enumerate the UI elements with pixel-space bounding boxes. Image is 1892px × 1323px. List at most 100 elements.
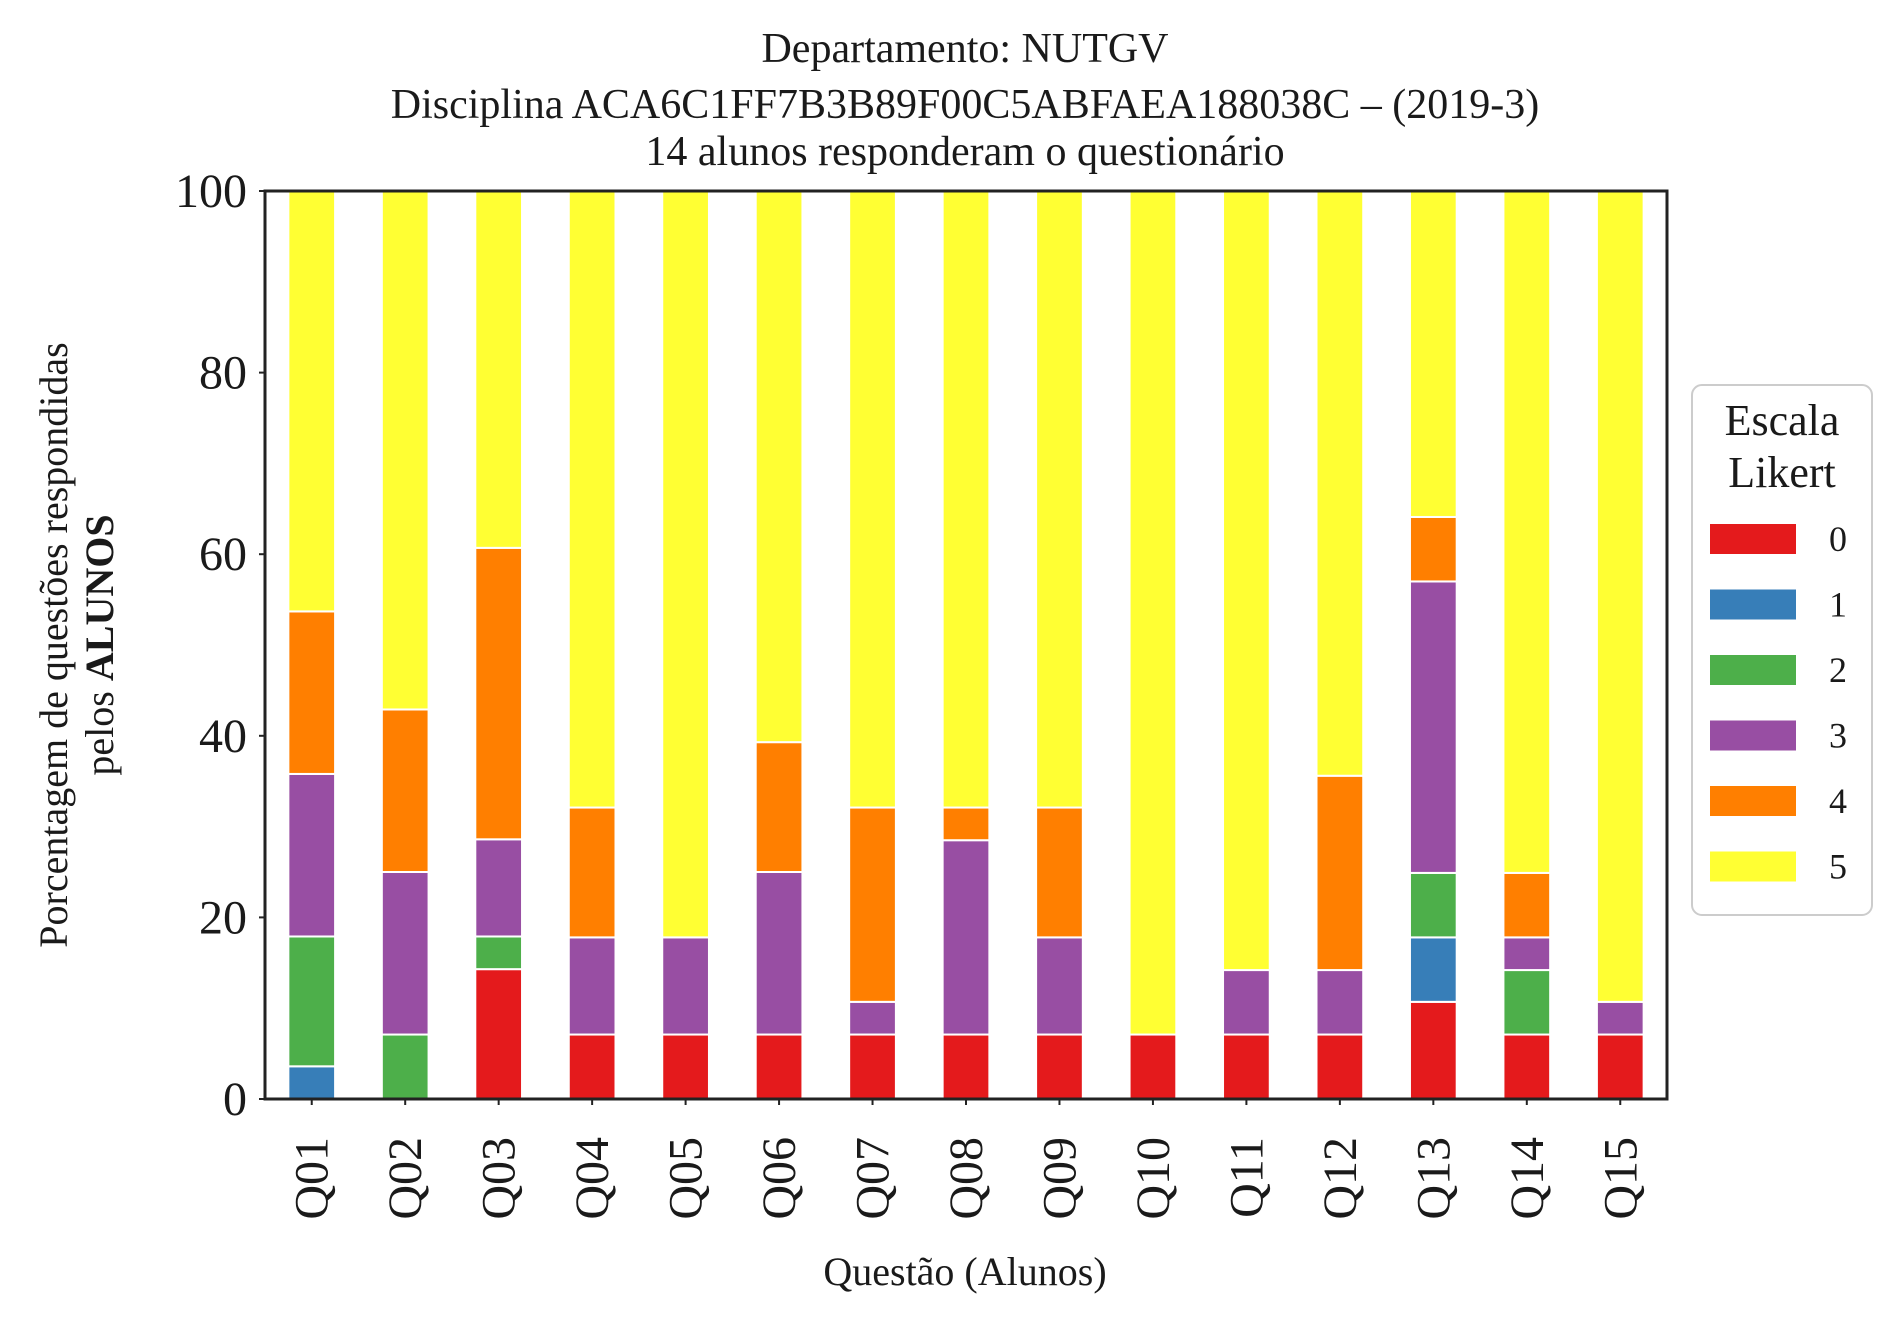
bar-Q13-likert-2 bbox=[1408, 871, 1458, 939]
legend-swatch-4 bbox=[1710, 786, 1796, 816]
bar-Q06-likert-5 bbox=[754, 190, 804, 744]
bar-Q13-likert-3 bbox=[1408, 580, 1458, 874]
bar-Q03-likert-3 bbox=[474, 838, 524, 938]
bar-Q11-likert-3 bbox=[1222, 969, 1271, 1036]
legend-frame bbox=[1691, 384, 1873, 916]
x-tick-label: Q05 bbox=[660, 1137, 713, 1220]
title-line-2: Disciplina ACA6C1FF7B3B89F00C5ABFAEA1880… bbox=[391, 82, 1540, 128]
bar-Q09-likert-4 bbox=[1035, 806, 1084, 939]
y-tick-label: 0 bbox=[223, 1073, 247, 1126]
bar-Q01-likert-4 bbox=[287, 610, 337, 775]
bar-Q03-likert-2 bbox=[474, 935, 524, 971]
bar-Q05-likert-3 bbox=[661, 936, 710, 1036]
bar-Q07-likert-3 bbox=[848, 1000, 897, 1036]
legend-title-line-2: Likert bbox=[1728, 448, 1836, 497]
bar-Q09-likert-0 bbox=[1035, 1033, 1084, 1100]
x-tick-label: Q01 bbox=[286, 1137, 339, 1220]
bar-Q13-likert-1 bbox=[1408, 936, 1458, 1003]
x-tick-label: Q09 bbox=[1033, 1137, 1086, 1220]
bar-Q04-likert-4 bbox=[567, 806, 617, 939]
bar-Q10-likert-0 bbox=[1128, 1033, 1178, 1100]
plot-frame bbox=[263, 189, 1669, 1101]
x-tick-label: Q07 bbox=[847, 1137, 900, 1220]
y-tick-label: 60 bbox=[199, 528, 247, 581]
bar-Q08-likert-4 bbox=[941, 806, 991, 842]
legend: Escala Likert 0 1 2 3 4 5 bbox=[1691, 384, 1873, 916]
bar-Q14-likert-3 bbox=[1502, 936, 1552, 972]
x-tick-label: Q06 bbox=[753, 1137, 806, 1220]
y-axis-label-line-2: pelos ALUNOS bbox=[77, 514, 122, 775]
bar-Q12-likert-3 bbox=[1315, 969, 1365, 1036]
x-tick-label: Q12 bbox=[1314, 1137, 1367, 1220]
legend-swatch-5 bbox=[1710, 851, 1796, 882]
bar-Q09-likert-5 bbox=[1035, 190, 1084, 809]
bar-Q14-likert-4 bbox=[1502, 871, 1552, 939]
bar-Q15-likert-0 bbox=[1595, 1033, 1645, 1100]
y-axis-label-line-1: Porcentagem de questões respondidas bbox=[31, 342, 76, 947]
bar-Q02-likert-3 bbox=[380, 871, 430, 1036]
x-tick-label: Q03 bbox=[473, 1137, 526, 1220]
bar-Q14-likert-0 bbox=[1502, 1033, 1552, 1100]
bar-Q11-likert-5 bbox=[1222, 190, 1271, 972]
legend-label-4: 4 bbox=[1829, 781, 1847, 821]
bar-Q13-likert-5 bbox=[1408, 190, 1458, 518]
bar-Q03-likert-5 bbox=[474, 190, 524, 549]
legend-label-2: 2 bbox=[1829, 650, 1847, 690]
bar-Q07-likert-0 bbox=[848, 1033, 897, 1100]
bars-layer bbox=[287, 190, 1645, 1101]
legend-items: 0 1 2 3 4 5 bbox=[1710, 519, 1847, 887]
bar-Q13-likert-4 bbox=[1408, 515, 1458, 583]
bar-Q01-likert-2 bbox=[287, 935, 337, 1068]
bar-Q07-likert-5 bbox=[848, 190, 897, 809]
bar-Q07-likert-4 bbox=[848, 806, 897, 1003]
bar-Q02-likert-2 bbox=[380, 1033, 430, 1100]
bar-Q02-likert-4 bbox=[380, 708, 430, 874]
bar-Q04-likert-5 bbox=[567, 190, 617, 809]
legend-label-1: 1 bbox=[1829, 585, 1847, 625]
legend-swatch-1 bbox=[1710, 589, 1796, 620]
legend-swatch-0 bbox=[1710, 524, 1796, 554]
x-tick-label: Q15 bbox=[1594, 1137, 1647, 1220]
x-axis-label: Questão (Alunos) bbox=[823, 1249, 1106, 1294]
bar-Q02-likert-5 bbox=[380, 190, 430, 711]
bar-Q12-likert-4 bbox=[1315, 774, 1365, 972]
legend-title-line-1: Escala bbox=[1725, 396, 1840, 445]
bar-Q08-likert-5 bbox=[941, 190, 991, 809]
bar-Q06-likert-4 bbox=[754, 741, 804, 873]
bar-Q15-likert-5 bbox=[1595, 190, 1645, 1003]
x-tick-label: Q04 bbox=[566, 1137, 619, 1220]
x-tick-label: Q13 bbox=[1407, 1137, 1460, 1220]
x-tick-label: Q14 bbox=[1501, 1137, 1554, 1220]
bar-Q06-likert-0 bbox=[754, 1033, 804, 1100]
bar-Q08-likert-0 bbox=[941, 1033, 991, 1100]
bar-Q09-likert-3 bbox=[1035, 936, 1084, 1036]
bar-Q11-likert-0 bbox=[1222, 1033, 1271, 1100]
bar-Q05-likert-5 bbox=[661, 190, 710, 939]
bar-Q14-likert-5 bbox=[1502, 190, 1552, 874]
bar-Q01-likert-5 bbox=[287, 190, 337, 613]
y-tick-label: 100 bbox=[175, 165, 247, 218]
y-tick-label: 80 bbox=[199, 347, 247, 400]
legend-swatch-3 bbox=[1710, 720, 1796, 751]
bar-Q13-likert-0 bbox=[1408, 1000, 1458, 1100]
y-axis-ticks: 0 20 40 60 80 100 bbox=[175, 165, 265, 1126]
y-axis-label-prefix: pelos bbox=[77, 681, 122, 775]
bar-Q04-likert-0 bbox=[567, 1033, 617, 1100]
bar-Q06-likert-3 bbox=[754, 871, 804, 1036]
title-line-3: 14 alunos responderam o questionário bbox=[645, 129, 1284, 175]
bar-Q03-likert-0 bbox=[474, 968, 524, 1100]
x-tick-label: Q08 bbox=[940, 1137, 993, 1220]
legend-swatch-2 bbox=[1710, 655, 1796, 685]
bar-Q08-likert-3 bbox=[941, 839, 991, 1036]
bar-Q12-likert-5 bbox=[1315, 190, 1365, 777]
x-tick-label: Q11 bbox=[1220, 1137, 1273, 1218]
x-axis-ticks: Q01 Q02 Q03 Q04 Q05 Q06 Q07 Q08 Q09 Q10 Q11 Q12 Q13 Q… bbox=[286, 1099, 1647, 1220]
bar-Q01-likert-3 bbox=[287, 772, 337, 938]
legend-label-3: 3 bbox=[1829, 716, 1847, 756]
bar-Q04-likert-3 bbox=[567, 936, 617, 1036]
bar-Q01-likert-1 bbox=[287, 1065, 337, 1101]
bar-Q03-likert-4 bbox=[474, 546, 524, 841]
bar-Q12-likert-0 bbox=[1315, 1033, 1365, 1100]
y-axis-label: Porcentagem de questões respondidas pelo… bbox=[31, 342, 122, 947]
